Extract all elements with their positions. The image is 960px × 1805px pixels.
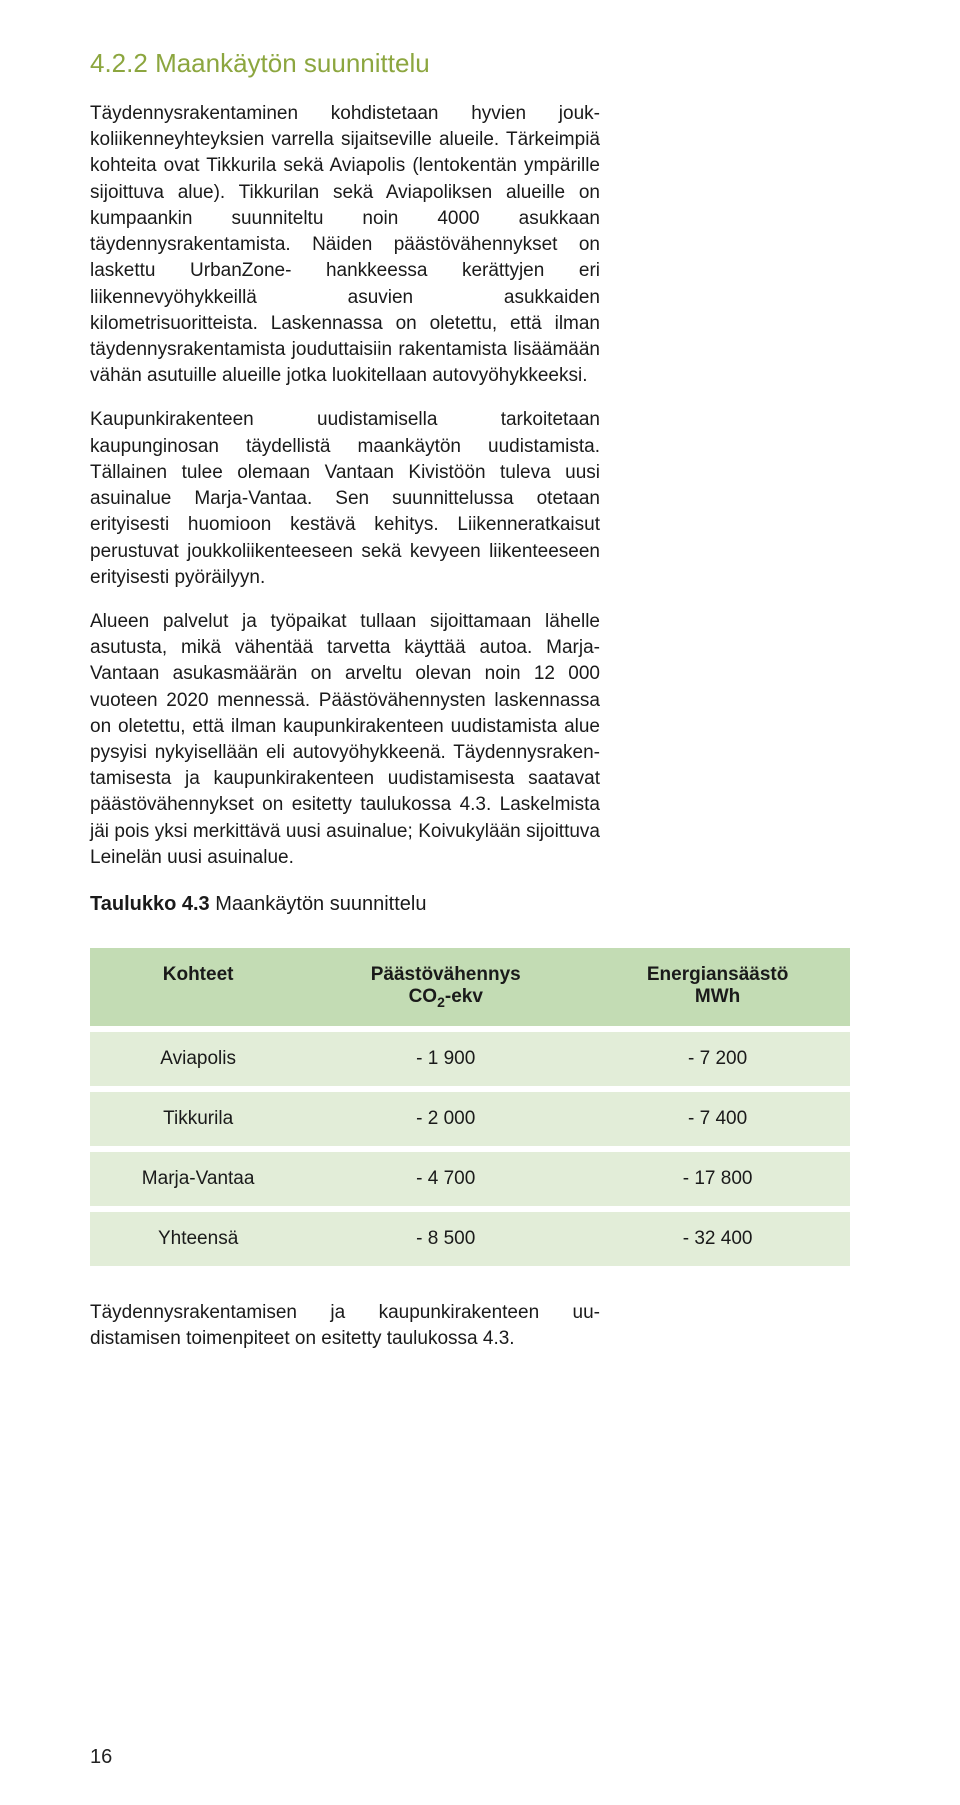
table-caption: Taulukko 4.3 Maankäytön suunnittelu (90, 893, 870, 916)
closing-paragraph: Täydennysrakentamisen ja kaupunkirakente… (90, 1300, 600, 1352)
col-header-kohteet: Kohteet (90, 948, 306, 1026)
col-header-label: Kohteet (163, 964, 234, 985)
cell-label: Yhteensä (90, 1212, 306, 1266)
col-header-label: Energiansäästö (647, 964, 789, 985)
table-caption-title: Maankäytön suunnittelu (210, 893, 427, 915)
cell-mwh: - 32 400 (585, 1212, 850, 1266)
col-header-label: CO (409, 986, 438, 1007)
page-number: 16 (90, 1746, 112, 1769)
cell-label: Aviapolis (90, 1032, 306, 1086)
cell-label: Tikkurila (90, 1092, 306, 1146)
cell-co2: - 2 000 (306, 1092, 585, 1146)
col-header-label: MWh (695, 986, 740, 1007)
table-caption-number: Taulukko 4.3 (90, 893, 210, 915)
paragraph: Kaupunkirakenteen uudistamisella tarkoit… (90, 407, 600, 591)
subscript: 2 (437, 994, 445, 1010)
cell-mwh: - 7 400 (585, 1092, 850, 1146)
col-header-label: Päästövähennys (371, 964, 521, 985)
cell-mwh: - 17 800 (585, 1152, 850, 1206)
cell-co2: - 8 500 (306, 1212, 585, 1266)
table-row: Aviapolis - 1 900 - 7 200 (90, 1032, 850, 1086)
cell-label: Marja-Vantaa (90, 1152, 306, 1206)
body-text-column: Täydennysrakentaminen kohdistetaan hyvie… (90, 101, 600, 871)
section-number: 4.2.2 (90, 48, 148, 78)
table-header-row: Kohteet Päästövähennys CO2-ekv Energians… (90, 948, 850, 1026)
table-row: Yhteensä - 8 500 - 32 400 (90, 1212, 850, 1266)
table-row: Tikkurila - 2 000 - 7 400 (90, 1092, 850, 1146)
cell-co2: - 1 900 (306, 1032, 585, 1086)
cell-mwh: - 7 200 (585, 1032, 850, 1086)
col-header-mwh: Energiansäästö MWh (585, 948, 850, 1026)
cell-co2: - 4 700 (306, 1152, 585, 1206)
paragraph: Alueen palvelut ja työpaikat tullaan sij… (90, 609, 600, 871)
section-title: Maankäytön suunnittelu (155, 48, 430, 78)
table-row: Marja-Vantaa - 4 700 - 17 800 (90, 1152, 850, 1206)
col-header-co2: Päästövähennys CO2-ekv (306, 948, 585, 1026)
section-heading: 4.2.2 Maankäytön suunnittelu (90, 48, 870, 79)
col-header-label: -ekv (445, 986, 483, 1007)
paragraph: Täydennysrakentaminen kohdistetaan hyvie… (90, 101, 600, 389)
data-table: Kohteet Päästövähennys CO2-ekv Energians… (90, 942, 850, 1272)
